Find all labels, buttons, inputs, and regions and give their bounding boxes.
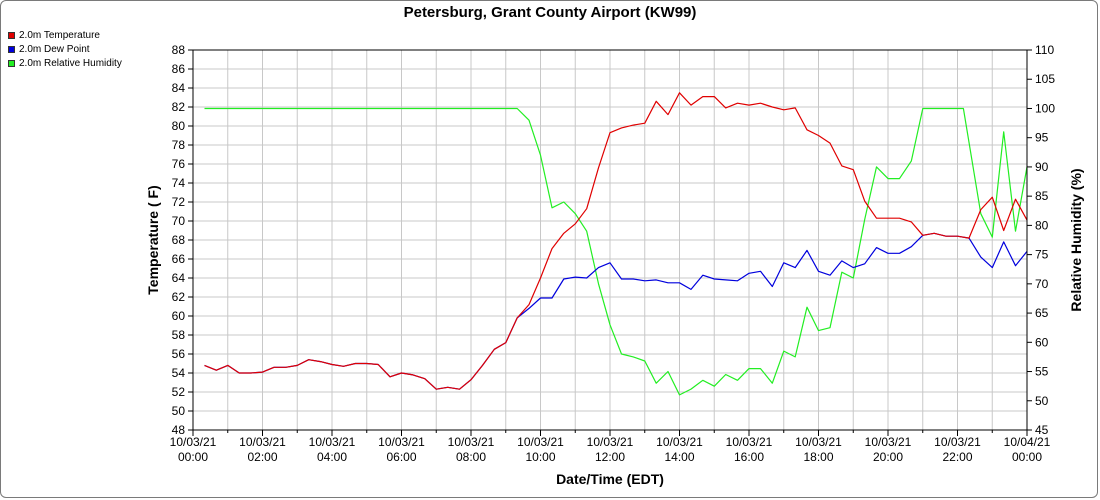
x-tick-label-date: 10/03/21: [795, 435, 842, 449]
x-tick-label-date: 10/03/21: [448, 435, 495, 449]
x-tick-label-date: 10/03/21: [726, 435, 773, 449]
x-tick-label-time: 14:00: [664, 450, 694, 464]
y-left-tick-label: 56: [172, 347, 186, 361]
x-tick-label-date: 10/03/21: [378, 435, 425, 449]
legend-swatch-relative-humidity: [8, 59, 15, 67]
legend-swatch-temperature: [8, 31, 15, 39]
x-tick-label-time: 10:00: [525, 450, 555, 464]
legend-label-temperature: 2.0m Temperature: [19, 29, 100, 41]
y-left-tick-label: 60: [172, 309, 186, 323]
y-right-tick-label: 105: [1035, 72, 1055, 86]
x-tick-label-date: 10/03/21: [934, 435, 981, 449]
y-left-tick-label: 64: [172, 271, 186, 285]
y-right-tick-label: 90: [1035, 160, 1049, 174]
y-left-axis-title: Temperature ( F): [145, 185, 161, 294]
y-left-tick-label: 58: [172, 328, 186, 342]
y-left-tick-label: 82: [172, 100, 186, 114]
y-right-tick-label: 50: [1035, 394, 1049, 408]
y-right-tick-label: 60: [1035, 335, 1049, 349]
x-tick-label-time: 00:00: [1012, 450, 1042, 464]
x-tick-label-date: 10/03/21: [309, 435, 356, 449]
y-left-tick-label: 78: [172, 138, 186, 152]
y-right-tick-label: 80: [1035, 218, 1049, 232]
y-left-tick-label: 72: [172, 195, 186, 209]
y-right-tick-label: 110: [1035, 43, 1054, 57]
y-right-tick-label: 70: [1035, 277, 1049, 291]
legend-item-relative-humidity: 2.0m Relative Humidity: [8, 56, 122, 70]
y-right-tick-label: 45: [1035, 423, 1049, 437]
x-tick-label-time: 20:00: [873, 450, 903, 464]
legend-item-dew-point: 2.0m Dew Point: [8, 42, 122, 56]
y-right-tick-label: 100: [1035, 101, 1055, 115]
x-tick-label-time: 18:00: [803, 450, 833, 464]
x-tick-label-time: 16:00: [734, 450, 764, 464]
x-tick-label-time: 04:00: [317, 450, 347, 464]
y-left-tick-label: 74: [172, 176, 186, 190]
legend-swatch-dew-point: [8, 45, 15, 53]
y-left-tick-label: 52: [172, 385, 186, 399]
series-layer: [204, 92, 1028, 396]
x-tick-label-time: 00:00: [178, 450, 208, 464]
x-tick-label-time: 22:00: [942, 450, 972, 464]
x-tick-label-time: 12:00: [595, 450, 625, 464]
y-left-tick-label: 80: [172, 119, 186, 133]
grid-layer: [192, 49, 1028, 431]
y-left-tick-label: 84: [172, 81, 186, 95]
x-tick-label-date: 10/04/21: [1004, 435, 1051, 449]
x-tick-label-time: 06:00: [386, 450, 416, 464]
chart-title: Petersburg, Grant County Airport (KW99): [403, 4, 697, 21]
series-line-2-0m-temperature: [204, 92, 1028, 390]
y-left-tick-label: 86: [172, 62, 186, 76]
y-left-tick-label: 68: [172, 233, 186, 247]
y-left-tick-label: 54: [172, 366, 186, 380]
x-axis-title: Date/Time (EDT): [556, 471, 664, 487]
x-tick-label-time: 02:00: [247, 450, 277, 464]
y-right-tick-label: 95: [1035, 131, 1049, 145]
x-tick-label-date: 10/03/21: [587, 435, 634, 449]
legend-label-relative-humidity: 2.0m Relative Humidity: [19, 57, 122, 69]
chart-legend: 2.0m Temperature 2.0m Dew Point 2.0m Rel…: [8, 28, 122, 70]
x-tick-label-date: 10/03/21: [865, 435, 912, 449]
y-right-tick-label: 55: [1035, 365, 1049, 379]
y-left-tick-label: 66: [172, 252, 186, 266]
y-left-tick-label: 88: [172, 43, 186, 57]
y-left-tick-label: 50: [172, 404, 186, 418]
x-tick-label-date: 10/03/21: [170, 435, 217, 449]
y-left-tick-label: 62: [172, 290, 186, 304]
y-left-tick-label: 76: [172, 157, 186, 171]
y-left-tick-label: 48: [172, 423, 186, 437]
x-tick-label-date: 10/03/21: [517, 435, 564, 449]
series-line-2-0m-dew-point: [204, 232, 1028, 390]
legend-item-temperature: 2.0m Temperature: [8, 28, 122, 42]
tick-layer: 48 50 52 54 56 58 60 62 64 66 68 70 72 74 76 78 80 82 84 86…: [170, 43, 1056, 464]
y-right-axis-title: Relative Humidity (%): [1068, 168, 1084, 311]
x-tick-label-date: 10/03/21: [656, 435, 703, 449]
series-line-2-0m-relative-humidity: [204, 107, 1028, 396]
x-tick-label-date: 10/03/21: [239, 435, 286, 449]
legend-label-dew-point: 2.0m Dew Point: [19, 43, 90, 55]
y-right-tick-label: 75: [1035, 248, 1049, 262]
y-right-tick-label: 85: [1035, 189, 1049, 203]
y-right-tick-label: 65: [1035, 306, 1049, 320]
y-left-tick-label: 70: [172, 214, 186, 228]
x-tick-label-time: 08:00: [456, 450, 486, 464]
